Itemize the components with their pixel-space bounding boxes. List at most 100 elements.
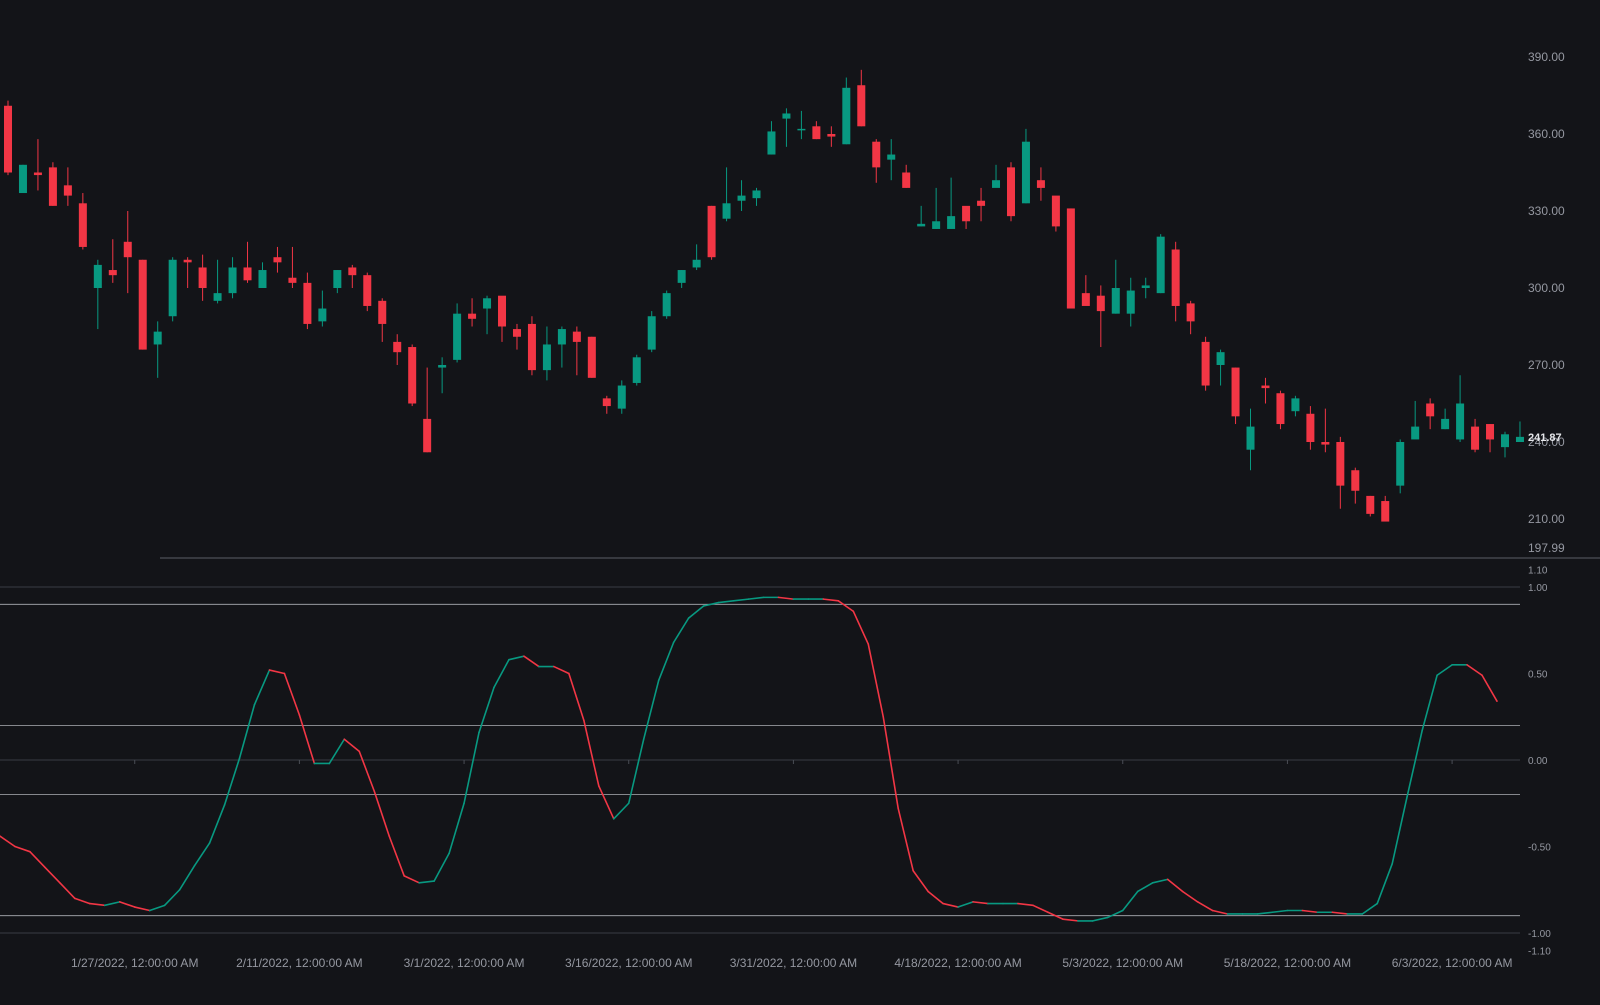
oscillator-segment: [747, 596, 765, 600]
candle: [662, 290, 671, 319]
candle: [902, 164, 911, 188]
candle-body: [782, 113, 791, 119]
candle: [1515, 421, 1524, 442]
candle-body: [1216, 352, 1225, 365]
candle: [1261, 377, 1270, 404]
candle-body: [1051, 195, 1060, 227]
oscillator-segment: [897, 807, 914, 872]
time-tick-label: 1/27/2022, 12:00:00 AM: [71, 956, 198, 970]
oscillator-segment: [1032, 904, 1049, 914]
candle-body: [947, 216, 956, 229]
time-tick-label: 2/11/2022, 12:00:00 AM: [236, 956, 363, 970]
candle-body: [1471, 426, 1480, 450]
oscillator-segment: [298, 714, 316, 765]
candle-body: [1186, 303, 1195, 322]
oscillator-segment: [253, 669, 271, 706]
candle-body: [1411, 426, 1420, 440]
oscillator-segment: [523, 655, 540, 668]
oscillator-segment: [1181, 890, 1199, 903]
last-price-label: 241.87: [1528, 432, 1562, 444]
candle-body: [1006, 167, 1015, 217]
candle-body: [63, 185, 72, 196]
candle: [512, 323, 521, 350]
price-tick-label: 300.00: [1528, 281, 1565, 295]
candle: [1291, 395, 1300, 417]
candle: [1381, 495, 1390, 522]
candle: [423, 367, 432, 453]
candle: [722, 167, 731, 222]
candle-body: [1201, 341, 1210, 386]
candle: [1111, 259, 1120, 314]
candle-body: [1486, 424, 1495, 440]
oscillator-segment: [672, 617, 690, 644]
candle: [857, 69, 866, 127]
oscillator-tick-label: 0.00: [1528, 756, 1548, 767]
oscillator-segment: [1481, 674, 1498, 702]
candle: [243, 241, 252, 283]
candle: [93, 259, 102, 330]
candle: [557, 326, 566, 368]
price-floor-label: 197.99: [1528, 541, 1565, 555]
candle: [393, 334, 402, 365]
candle-body: [662, 293, 671, 317]
candle: [647, 311, 656, 353]
candle: [108, 239, 117, 283]
candle-body: [1066, 208, 1075, 309]
candle-body: [812, 126, 821, 140]
candle: [542, 326, 551, 381]
price-tick-label: 210.00: [1528, 512, 1565, 526]
oscillator-tick-label: -0.50: [1528, 843, 1551, 854]
candle: [617, 380, 626, 414]
oscillator-segment: [1406, 729, 1423, 798]
candle-body: [483, 298, 492, 309]
oscillator-segment: [283, 672, 301, 716]
candle: [587, 336, 596, 378]
candle: [572, 326, 581, 376]
candle: [78, 193, 87, 250]
candle-body: [243, 267, 252, 281]
oscillator-tick-label: -1.10: [1528, 946, 1551, 957]
oscillator-segment: [612, 802, 630, 820]
oscillator-segment: [1196, 901, 1214, 912]
candle: [977, 187, 986, 222]
candle: [827, 126, 836, 147]
candle-body: [438, 365, 447, 368]
oscillator-segment: [1211, 909, 1229, 915]
candle: [378, 298, 387, 342]
candle: [932, 187, 941, 229]
oscillator-segment: [223, 757, 241, 806]
candle-body: [902, 172, 911, 188]
candle: [63, 167, 72, 206]
oscillator-segment: [1106, 909, 1124, 919]
candle-body: [767, 131, 776, 155]
candle-body: [393, 341, 402, 353]
candle: [1126, 277, 1135, 327]
candle-body: [378, 300, 387, 324]
candle-body: [872, 141, 881, 168]
candle: [4, 100, 12, 176]
candle: [1201, 336, 1210, 391]
oscillator-segment: [1256, 911, 1274, 915]
candle-body: [602, 398, 611, 407]
candle: [363, 272, 372, 312]
candle: [468, 298, 477, 327]
time-tick-label: 3/31/2022, 12:00:00 AM: [730, 956, 857, 970]
candle-body: [1126, 290, 1135, 314]
candle-body: [1036, 180, 1045, 188]
oscillator-segment: [1092, 916, 1109, 922]
candle-body: [1366, 495, 1375, 514]
candle: [123, 211, 132, 294]
oscillator-segment: [74, 897, 91, 905]
candle: [1396, 439, 1405, 494]
candle-body: [977, 200, 986, 206]
candle: [1186, 300, 1195, 335]
candle: [168, 257, 177, 322]
candle-body: [498, 295, 507, 327]
oscillator-segment: [1301, 909, 1319, 914]
candle: [797, 110, 806, 140]
candle: [18, 164, 27, 194]
oscillator-segment: [0, 835, 16, 848]
oscillator-segment: [642, 679, 660, 741]
candle: [48, 162, 57, 206]
